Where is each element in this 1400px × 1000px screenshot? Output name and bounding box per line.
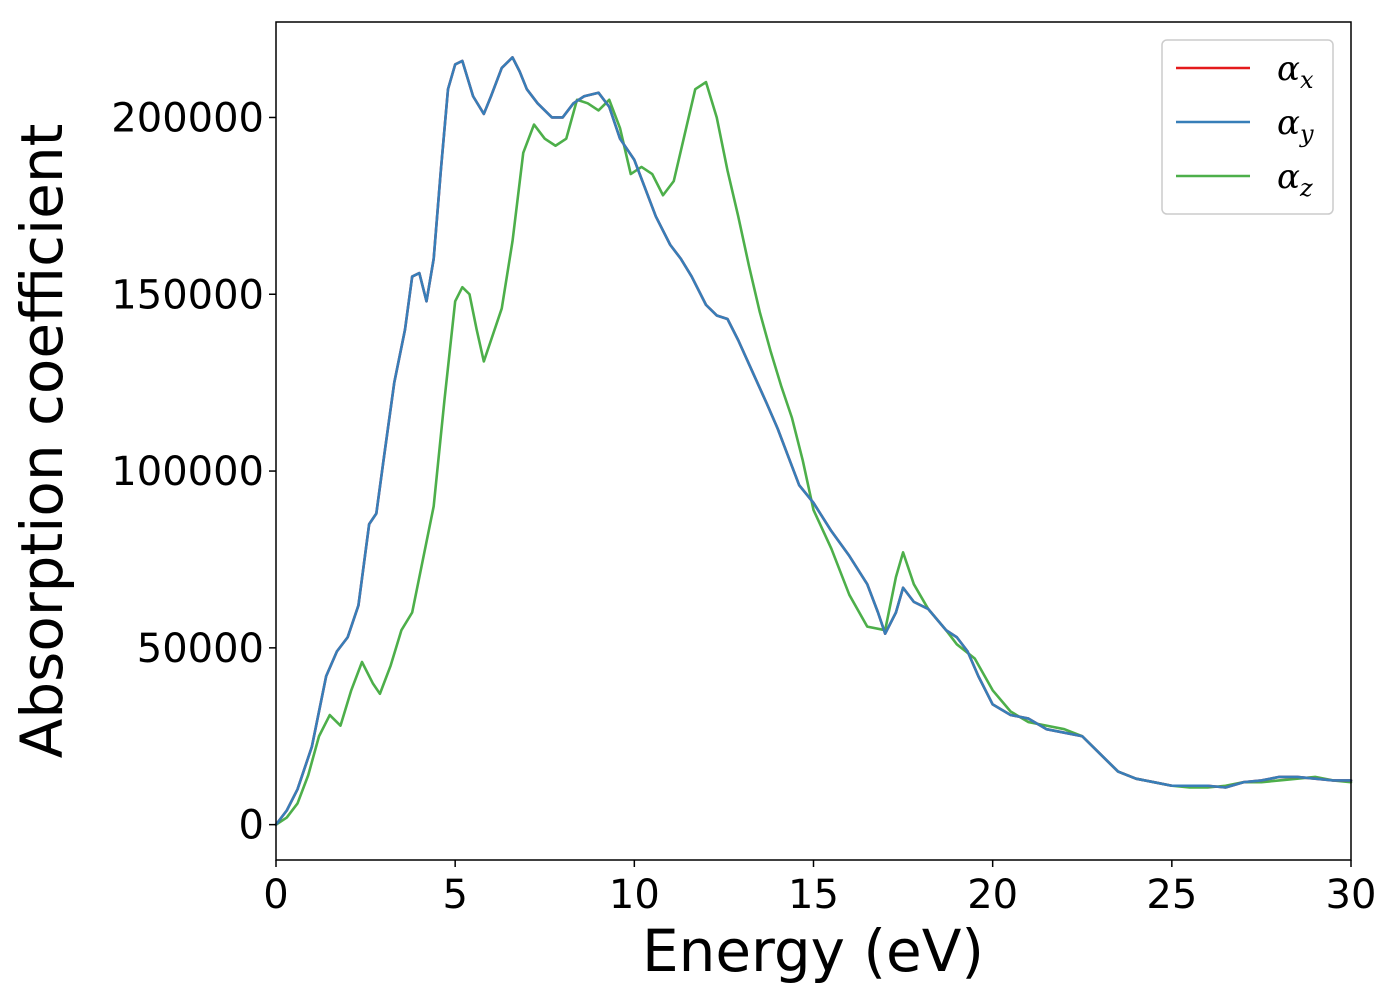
series-layer [274, 56, 1353, 826]
y-axis-title: Absorption coefficient [8, 124, 76, 759]
x-tick-label: 20 [967, 872, 1018, 918]
legend-label: αx [1277, 49, 1314, 94]
x-tick-label: 25 [1146, 872, 1197, 918]
y-tick-label: 100000 [111, 449, 264, 495]
legend-box [1161, 39, 1334, 215]
y-tick-label: 150000 [111, 272, 264, 318]
x-tick-label: 15 [788, 872, 839, 918]
x-axis: 0 5 10 15 20 25 30 [263, 860, 1376, 918]
legend-label: αy [1277, 103, 1314, 148]
series-line-alpha-y [274, 56, 1353, 826]
x-tick-label: 10 [609, 872, 660, 918]
y-tick-label: 0 [239, 803, 264, 849]
x-axis-title: Energy (eV) [642, 917, 984, 985]
y-axis: 0 50000 100000 150000 200000 [111, 95, 276, 849]
y-tick-label: 200000 [111, 95, 264, 141]
x-tick-label: 0 [263, 872, 288, 918]
y-tick-label: 50000 [137, 626, 264, 672]
x-tick-label: 30 [1326, 872, 1377, 918]
x-tick-label: 5 [442, 872, 467, 918]
